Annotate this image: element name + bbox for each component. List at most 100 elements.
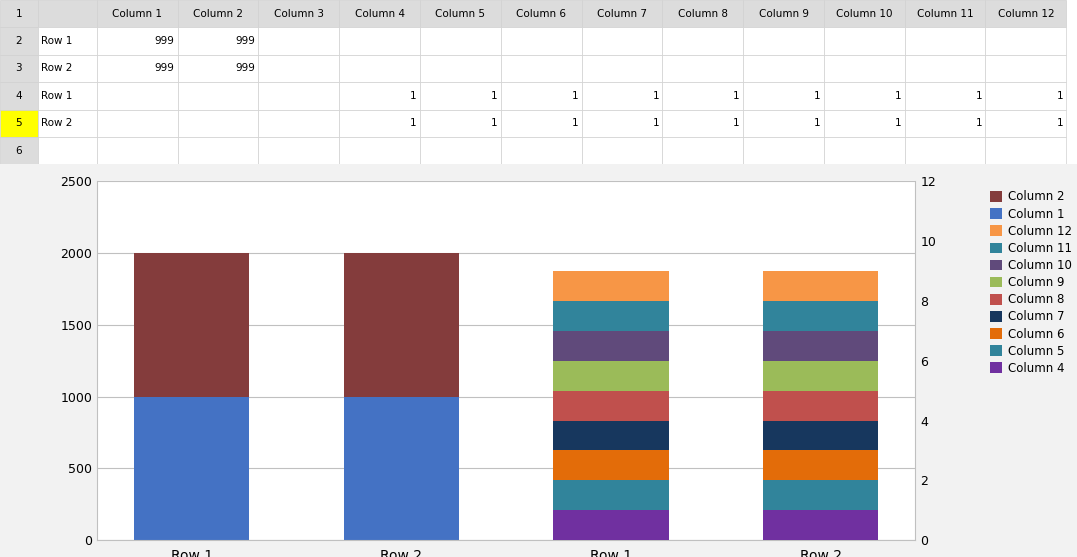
Bar (985, 55, 1066, 82)
Bar (344, 253, 459, 397)
Bar (97, 27, 178, 55)
Bar (763, 480, 878, 510)
Bar (554, 451, 669, 480)
Bar (554, 271, 669, 301)
Text: 1: 1 (733, 91, 740, 101)
Bar (763, 331, 878, 360)
Bar (905, 55, 985, 82)
Text: Column 1: Column 1 (112, 9, 163, 19)
Bar (582, 137, 662, 164)
Bar (763, 421, 878, 451)
Bar (178, 110, 258, 137)
Bar (339, 55, 420, 82)
Bar (554, 421, 669, 451)
Bar (135, 397, 250, 540)
Text: 1: 1 (410, 118, 417, 128)
Bar (554, 360, 669, 390)
Text: 1: 1 (653, 91, 659, 101)
Bar (763, 271, 878, 301)
Text: Column 8: Column 8 (677, 9, 728, 19)
Bar (0, 137, 38, 164)
Text: 999: 999 (155, 63, 174, 74)
Text: Column 2: Column 2 (193, 9, 243, 19)
Text: Column 3: Column 3 (274, 9, 324, 19)
Text: 6: 6 (15, 145, 23, 155)
Bar (97, 82, 178, 110)
Bar (339, 110, 420, 137)
Text: 1: 1 (572, 91, 578, 101)
Text: 1: 1 (814, 91, 821, 101)
Bar (38, 55, 97, 82)
Bar (582, 110, 662, 137)
Bar (905, 137, 985, 164)
Bar (420, 137, 501, 164)
Text: Row 1: Row 1 (41, 91, 72, 101)
Text: 1: 1 (976, 118, 982, 128)
Text: 1: 1 (895, 118, 901, 128)
Text: 4: 4 (15, 91, 23, 101)
Bar (662, 55, 743, 82)
Text: Column 7: Column 7 (597, 9, 647, 19)
Bar (38, 82, 97, 110)
Text: Row 1: Row 1 (41, 36, 72, 46)
Bar (824, 137, 905, 164)
Bar (554, 480, 669, 510)
Bar (743, 110, 824, 137)
Bar (38, 137, 97, 164)
Bar (420, 27, 501, 55)
Bar (582, 55, 662, 82)
Bar (339, 82, 420, 110)
Bar (0, 55, 38, 82)
Bar (258, 82, 339, 110)
Bar (97, 0, 178, 27)
Bar (0, 110, 38, 137)
Bar (178, 27, 258, 55)
Text: Column 4: Column 4 (354, 9, 405, 19)
Bar (97, 137, 178, 164)
Bar (554, 331, 669, 360)
Bar (662, 110, 743, 137)
Bar (420, 82, 501, 110)
Bar (554, 390, 669, 421)
Bar (662, 0, 743, 27)
Bar (743, 55, 824, 82)
Bar (178, 137, 258, 164)
Text: 3: 3 (15, 63, 23, 74)
Bar (344, 397, 459, 540)
Bar (743, 27, 824, 55)
Bar (178, 0, 258, 27)
Bar (905, 27, 985, 55)
Bar (258, 27, 339, 55)
Bar (985, 137, 1066, 164)
Bar (743, 0, 824, 27)
Text: 5: 5 (15, 118, 23, 128)
Bar (985, 110, 1066, 137)
Bar (582, 27, 662, 55)
Text: Row 2: Row 2 (41, 118, 72, 128)
Bar (339, 137, 420, 164)
Text: Column 10: Column 10 (836, 9, 893, 19)
Bar (0, 27, 38, 55)
Text: 1: 1 (1057, 91, 1063, 101)
Bar (420, 0, 501, 27)
Bar (420, 110, 501, 137)
Bar (258, 0, 339, 27)
Text: Column 9: Column 9 (758, 9, 809, 19)
Text: Column 12: Column 12 (997, 9, 1054, 19)
Bar (743, 82, 824, 110)
Bar (97, 110, 178, 137)
Legend: Column 2, Column 1, Column 12, Column 11, Column 10, Column 9, Column 8, Column : Column 2, Column 1, Column 12, Column 11… (987, 187, 1076, 378)
Bar (662, 137, 743, 164)
Text: 1: 1 (491, 91, 498, 101)
Bar (420, 55, 501, 82)
Bar (763, 301, 878, 331)
Bar (38, 0, 97, 27)
Text: 1: 1 (895, 91, 901, 101)
Bar (905, 110, 985, 137)
Bar (501, 0, 582, 27)
Bar (501, 137, 582, 164)
Bar (763, 360, 878, 390)
Bar (258, 110, 339, 137)
Bar (662, 82, 743, 110)
Bar (339, 27, 420, 55)
